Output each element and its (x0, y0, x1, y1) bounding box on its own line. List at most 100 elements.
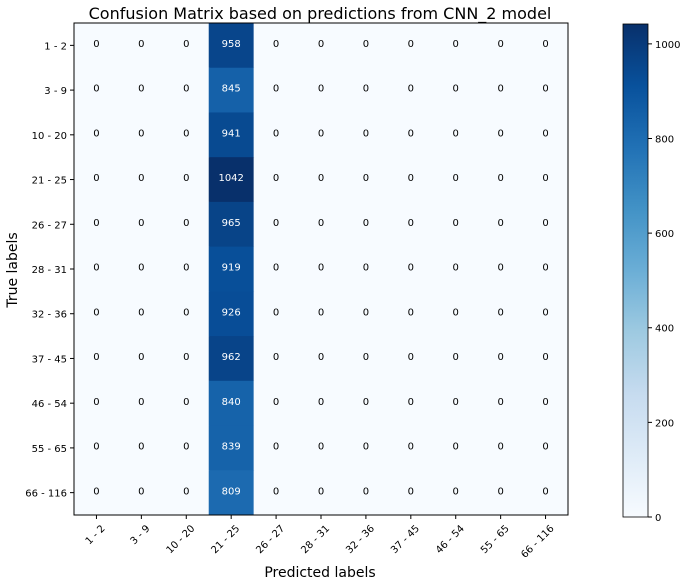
y-tick-label: 28 - 31 (32, 265, 67, 276)
heatmap-cell (523, 246, 569, 292)
cell-value-label: 0 (138, 173, 144, 184)
cell-value-label: 0 (93, 128, 99, 139)
heatmap-cell (74, 157, 120, 203)
y-tick-label: 21 - 25 (32, 176, 67, 187)
x-tick-label: 10 - 20 (165, 523, 198, 556)
cell-value-label: 0 (363, 84, 369, 95)
y-axis-ticks: 1 - 2 3 - 9 10 - 20 21 - 25 26 - 27 28 - 31 32… (25, 41, 74, 500)
heatmap-cell (388, 23, 434, 69)
heatmap-cell (523, 23, 569, 69)
heatmap-cell (298, 23, 344, 69)
cell-value-label: 0 (273, 173, 279, 184)
cell-value-label: 0 (497, 307, 503, 318)
heatmap-cell (523, 380, 569, 427)
cell-value-label: 0 (497, 352, 503, 363)
heatmap-cell (343, 112, 389, 158)
x-tick-label: 32 - 36 (344, 523, 377, 556)
colorbar-tick-label: 1000 (655, 40, 680, 51)
heatmap-cells: 0 0 0 958 0 0 0 0 0 0 0 0 0 0 845 0 0 0 0 0 0 0 0 0 0 941 0 0 0 0 0 0 0 0… (74, 23, 569, 516)
cell-value-label: 0 (273, 486, 279, 497)
cell-value-label: 0 (363, 218, 369, 229)
heatmap-cell (253, 67, 300, 113)
cell-value-label: 0 (542, 128, 548, 139)
cell-value-label: 0 (138, 263, 144, 274)
cell-value-label: 0 (408, 352, 414, 363)
heatmap-cell (208, 201, 255, 248)
heatmap-cell (433, 246, 479, 292)
cell-value-label: 958 (222, 39, 241, 50)
cell-value-label: 0 (138, 84, 144, 95)
x-tick-label: 21 - 25 (209, 523, 242, 556)
cell-value-label: 839 (222, 442, 241, 453)
cell-value-label: 0 (273, 218, 279, 229)
y-tick-label: 37 - 45 (32, 354, 67, 365)
cell-value-label: 0 (408, 173, 414, 184)
heatmap-cell (388, 470, 434, 516)
cell-value-label: 0 (318, 307, 324, 318)
heatmap-cell (298, 470, 344, 516)
cell-value-label: 845 (222, 84, 241, 95)
cell-value-label: 0 (453, 173, 459, 184)
heatmap-cell (523, 201, 569, 248)
cell-value-label: 0 (542, 84, 548, 95)
cell-value-label: 0 (408, 442, 414, 453)
heatmap-cell (478, 246, 524, 292)
cell-value-label: 0 (363, 263, 369, 274)
cell-value-label: 0 (183, 263, 189, 274)
y-tick-label: 26 - 27 (32, 220, 67, 231)
cell-value-label: 0 (93, 307, 99, 318)
cell-value-label: 0 (93, 352, 99, 363)
cell-value-label: 0 (497, 173, 503, 184)
heatmap-cell (433, 112, 479, 158)
cell-value-label: 0 (542, 397, 548, 408)
cell-value-label: 0 (542, 173, 548, 184)
cell-value-label: 0 (453, 218, 459, 229)
heatmap-cell (74, 380, 120, 427)
heatmap-cell (388, 291, 434, 337)
cell-value-label: 0 (453, 263, 459, 274)
heatmap-cell (118, 336, 165, 382)
cell-value-label: 0 (273, 442, 279, 453)
heatmap-cell (388, 246, 434, 292)
heatmap-cell (163, 23, 210, 69)
cell-value-label: 926 (222, 307, 241, 318)
heatmap-cell (253, 291, 300, 337)
cell-value-label: 0 (183, 307, 189, 318)
heatmap-cell (523, 336, 569, 382)
cell-value-label: 0 (497, 486, 503, 497)
x-tick-label: 28 - 31 (299, 523, 332, 556)
cell-value-label: 0 (408, 397, 414, 408)
cell-value-label: 0 (497, 128, 503, 139)
x-tick-label: 26 - 27 (254, 523, 287, 556)
heatmap-cell (253, 336, 300, 382)
cell-value-label: 0 (138, 39, 144, 50)
heatmap-cell (163, 380, 210, 427)
heatmap-cell (253, 425, 300, 471)
cell-value-label: 962 (222, 352, 241, 363)
heatmap-cell (298, 291, 344, 337)
heatmap-cell (163, 67, 210, 113)
heatmap-cell (163, 470, 210, 516)
heatmap-cell (343, 291, 389, 337)
heatmap-cell (74, 336, 120, 382)
cell-value-label: 0 (408, 128, 414, 139)
cell-value-label: 0 (497, 263, 503, 274)
heatmap-cell (74, 470, 120, 516)
heatmap-cell (74, 201, 120, 248)
heatmap-cell (478, 470, 524, 516)
cell-value-label: 0 (318, 486, 324, 497)
colorbar-ticks: 0 200 400 600 800 1000 (648, 40, 680, 524)
x-tick-label: 1 - 2 (84, 523, 108, 547)
cell-value-label: 0 (273, 307, 279, 318)
heatmap-cell (253, 23, 300, 69)
heatmap-cell (388, 201, 434, 248)
cell-value-label: 0 (183, 128, 189, 139)
heatmap-cell (253, 470, 300, 516)
x-tick-label: 46 - 54 (434, 523, 467, 556)
cell-value-label: 0 (363, 307, 369, 318)
x-tick-label: 3 - 9 (129, 523, 153, 547)
heatmap-cell (208, 291, 255, 337)
heatmap-cell (478, 112, 524, 158)
heatmap-cell (433, 201, 479, 248)
cell-value-label: 840 (222, 397, 241, 408)
